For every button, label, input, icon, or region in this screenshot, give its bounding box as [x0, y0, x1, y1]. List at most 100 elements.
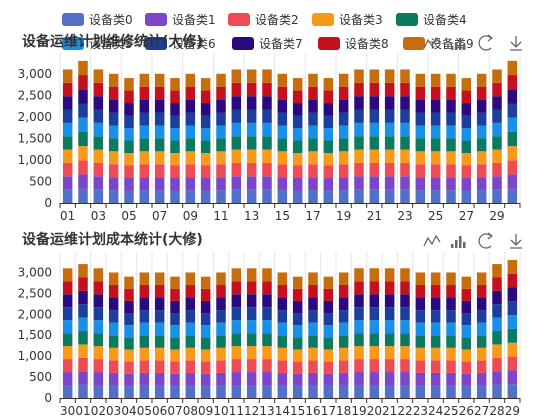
bar-设备类6-14[interactable]	[277, 310, 288, 323]
bar-设备类6-30[interactable]	[507, 103, 518, 118]
bar-设备类4-12[interactable]	[246, 333, 257, 347]
bar-设备类0-13[interactable]	[262, 385, 272, 398]
legend-item-设备类1[interactable]: 设备类1	[145, 13, 216, 27]
bar-设备类6-23[interactable]	[415, 310, 426, 323]
bar-设备类9-22[interactable]	[384, 69, 395, 83]
bar-设备类8-18[interactable]	[323, 90, 334, 104]
bar-设备类9-30[interactable]	[507, 60, 518, 76]
bar-设备类7-17[interactable]	[323, 300, 334, 314]
bar-设备类9-14[interactable]	[277, 272, 288, 286]
bar-设备类7-18[interactable]	[338, 297, 349, 311]
bar-设备类0-30[interactable]	[62, 385, 73, 398]
bar-设备类2-14[interactable]	[277, 360, 288, 373]
bar-设备类2-15[interactable]	[292, 361, 303, 374]
bar-设备类7-12[interactable]	[246, 294, 257, 308]
bar-设备类5-26[interactable]	[446, 125, 456, 139]
bar-设备类2-23[interactable]	[415, 360, 426, 373]
bar-设备类3-27[interactable]	[461, 153, 472, 166]
bar-设备类1-17[interactable]	[323, 373, 334, 386]
bar-设备类7-16[interactable]	[292, 103, 303, 116]
bar-设备类3-10[interactable]	[216, 347, 226, 361]
bar-设备类6-12[interactable]	[246, 307, 257, 321]
bar-设备类9-12[interactable]	[231, 69, 242, 83]
bar-设备类6-21[interactable]	[384, 307, 395, 321]
bar-设备类2-02[interactable]	[78, 160, 88, 175]
bar-设备类0-29[interactable]	[492, 189, 502, 203]
bar-设备类8-15[interactable]	[277, 86, 288, 100]
bar-设备类9-30[interactable]	[62, 268, 73, 282]
bar-设备类4-24[interactable]	[415, 138, 426, 152]
bar-设备类9-09[interactable]	[185, 73, 196, 87]
bar-设备类8-09[interactable]	[185, 86, 196, 100]
bar-设备类6-26[interactable]	[446, 112, 456, 126]
bar-设备类4-21[interactable]	[384, 333, 395, 347]
bar-设备类6-27[interactable]	[461, 115, 472, 129]
bar-设备类8-21[interactable]	[369, 82, 380, 97]
bar-设备类5-15[interactable]	[277, 125, 288, 139]
bar-设备类1-23[interactable]	[400, 176, 410, 190]
bar-设备类7-06[interactable]	[154, 297, 165, 311]
bar-设备类2-30[interactable]	[507, 160, 518, 175]
bar-设备类0-12[interactable]	[246, 385, 257, 398]
bar-设备类7-30[interactable]	[62, 294, 73, 308]
bar-设备类7-19[interactable]	[338, 99, 349, 113]
bar-chart-icon[interactable]	[451, 236, 466, 248]
bar-设备类9-22[interactable]	[400, 268, 410, 282]
bar-设备类1-08[interactable]	[185, 372, 196, 386]
bar-设备类0-02[interactable]	[78, 188, 88, 203]
bar-设备类9-16[interactable]	[308, 272, 318, 286]
bar-设备类2-04[interactable]	[124, 361, 134, 374]
bar-设备类4-03[interactable]	[108, 335, 119, 348]
bar-设备类3-17[interactable]	[308, 151, 318, 165]
bar-设备类2-10[interactable]	[216, 360, 226, 373]
bar-设备类7-28[interactable]	[492, 290, 502, 305]
bar-设备类0-18[interactable]	[323, 190, 334, 203]
bar-设备类2-27[interactable]	[476, 360, 487, 373]
bar-设备类3-02[interactable]	[78, 146, 88, 161]
bar-设备类6-14[interactable]	[262, 109, 272, 123]
bar-设备类3-08[interactable]	[185, 347, 196, 361]
bar-设备类9-20[interactable]	[369, 268, 380, 282]
bar-设备类8-20[interactable]	[369, 281, 380, 295]
bar-设备类2-18[interactable]	[338, 360, 349, 373]
bar-设备类0-28[interactable]	[476, 190, 487, 203]
bar-设备类0-01[interactable]	[78, 384, 88, 398]
bar-设备类3-29[interactable]	[507, 342, 518, 357]
bar-设备类5-23[interactable]	[400, 122, 410, 137]
bar-设备类3-18[interactable]	[323, 153, 334, 166]
bar-设备类2-29[interactable]	[507, 356, 518, 371]
bar-设备类5-10[interactable]	[200, 128, 211, 141]
bar-设备类7-05[interactable]	[124, 103, 134, 116]
bar-设备类7-11[interactable]	[216, 99, 226, 113]
bar-设备类5-16[interactable]	[308, 322, 318, 336]
bar-设备类2-06[interactable]	[154, 360, 165, 373]
bar-设备类4-23[interactable]	[415, 335, 426, 348]
bar-设备类9-17[interactable]	[323, 276, 334, 289]
bar-设备类2-11[interactable]	[216, 164, 226, 178]
bar-设备类4-28[interactable]	[492, 331, 502, 345]
bar-设备类1-23[interactable]	[415, 372, 426, 386]
bar-设备类8-08[interactable]	[185, 285, 196, 298]
bar-设备类8-13[interactable]	[262, 281, 272, 295]
bar-设备类5-06[interactable]	[139, 125, 150, 139]
bar-设备类3-23[interactable]	[400, 149, 410, 163]
bar-设备类6-13[interactable]	[262, 307, 272, 321]
bar-设备类0-13[interactable]	[246, 189, 257, 203]
bar-设备类2-29[interactable]	[492, 162, 502, 177]
bar-设备类4-07[interactable]	[154, 138, 165, 152]
bar-设备类4-13[interactable]	[262, 333, 272, 347]
bar-设备类3-11[interactable]	[231, 346, 242, 360]
bar-设备类6-01[interactable]	[78, 304, 88, 318]
bar-设备类7-28[interactable]	[476, 99, 487, 113]
bar-设备类5-16[interactable]	[292, 128, 303, 141]
legend-item-设备类0[interactable]: 设备类0	[62, 13, 133, 27]
bar-设备类3-28[interactable]	[476, 151, 487, 165]
bar-设备类7-09[interactable]	[185, 99, 196, 113]
bar-设备类3-01[interactable]	[78, 344, 88, 358]
bar-设备类3-12[interactable]	[231, 149, 242, 163]
bar-设备类9-25[interactable]	[430, 73, 441, 87]
bar-设备类5-27[interactable]	[461, 128, 472, 141]
bar-设备类0-22[interactable]	[384, 189, 395, 203]
bar-设备类0-29[interactable]	[507, 384, 518, 398]
bar-设备类1-10[interactable]	[216, 372, 226, 386]
